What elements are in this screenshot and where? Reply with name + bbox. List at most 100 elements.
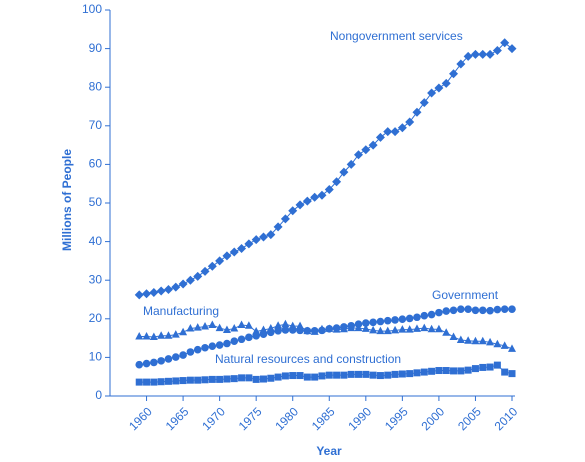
marker bbox=[135, 360, 144, 369]
marker bbox=[442, 328, 451, 336]
marker bbox=[391, 325, 400, 334]
marker bbox=[310, 192, 320, 202]
marker bbox=[442, 367, 450, 375]
x-tick-label: 1990 bbox=[345, 404, 374, 433]
marker bbox=[310, 326, 319, 335]
marker bbox=[486, 363, 494, 371]
marker bbox=[215, 256, 225, 266]
marker bbox=[405, 117, 415, 127]
marker bbox=[471, 365, 479, 373]
marker bbox=[493, 339, 502, 348]
marker bbox=[398, 325, 407, 333]
marker bbox=[383, 127, 393, 137]
x-tick-label: 1980 bbox=[272, 404, 301, 433]
y-tick-label: 60 bbox=[89, 157, 103, 171]
marker bbox=[355, 370, 363, 378]
marker bbox=[245, 374, 253, 382]
marker bbox=[237, 320, 246, 328]
marker bbox=[332, 177, 342, 187]
marker bbox=[150, 378, 158, 386]
marker bbox=[193, 271, 203, 281]
marker bbox=[244, 321, 253, 329]
series-line bbox=[139, 364, 513, 383]
marker bbox=[186, 376, 194, 384]
marker bbox=[318, 372, 326, 380]
marker bbox=[318, 326, 326, 335]
marker bbox=[361, 145, 371, 155]
marker bbox=[258, 232, 268, 242]
marker bbox=[252, 375, 260, 383]
marker bbox=[427, 324, 436, 333]
marker bbox=[390, 127, 400, 137]
marker bbox=[295, 200, 305, 210]
y-tick-label: 100 bbox=[82, 2, 102, 16]
marker bbox=[376, 317, 385, 326]
marker bbox=[222, 325, 231, 333]
marker bbox=[201, 376, 209, 384]
marker bbox=[259, 330, 268, 339]
marker bbox=[281, 372, 289, 380]
marker bbox=[397, 123, 407, 133]
marker bbox=[500, 38, 510, 48]
marker bbox=[478, 49, 488, 59]
marker bbox=[267, 328, 275, 337]
marker bbox=[435, 367, 443, 375]
marker bbox=[383, 316, 392, 325]
marker bbox=[142, 289, 152, 299]
marker bbox=[413, 369, 421, 377]
marker bbox=[412, 107, 422, 117]
marker bbox=[486, 337, 495, 346]
x-tick-label: 2000 bbox=[418, 404, 447, 433]
marker bbox=[398, 370, 406, 378]
marker bbox=[428, 367, 436, 375]
marker bbox=[324, 184, 334, 194]
marker bbox=[354, 150, 364, 160]
marker bbox=[361, 324, 370, 332]
marker bbox=[135, 332, 144, 340]
marker bbox=[354, 320, 363, 329]
marker bbox=[406, 370, 414, 378]
marker bbox=[208, 342, 217, 351]
marker bbox=[229, 247, 239, 257]
marker bbox=[471, 306, 480, 315]
marker bbox=[208, 320, 217, 328]
series-label: Nongovernment services bbox=[330, 29, 463, 43]
x-tick-label: 1970 bbox=[199, 404, 228, 433]
marker bbox=[441, 78, 451, 88]
marker bbox=[208, 375, 216, 383]
marker bbox=[149, 288, 159, 298]
marker bbox=[194, 376, 202, 384]
x-tick-label: 2010 bbox=[492, 404, 521, 433]
marker bbox=[449, 332, 458, 340]
marker bbox=[479, 363, 487, 371]
marker bbox=[134, 290, 144, 300]
marker bbox=[164, 331, 173, 339]
marker bbox=[223, 375, 231, 383]
marker bbox=[281, 319, 290, 328]
marker bbox=[478, 336, 487, 345]
series-line bbox=[139, 42, 513, 296]
marker bbox=[375, 132, 385, 142]
marker bbox=[223, 339, 231, 348]
marker bbox=[340, 323, 348, 331]
marker bbox=[508, 344, 516, 352]
marker bbox=[157, 357, 165, 365]
marker bbox=[274, 373, 282, 381]
marker bbox=[222, 251, 232, 261]
marker bbox=[470, 49, 480, 59]
marker bbox=[434, 324, 443, 333]
marker bbox=[435, 308, 443, 317]
marker bbox=[303, 373, 311, 381]
marker bbox=[164, 355, 173, 363]
marker bbox=[267, 374, 275, 382]
series-label: Natural resources and construction bbox=[215, 352, 401, 366]
marker bbox=[171, 353, 180, 361]
series-label: Government bbox=[432, 288, 499, 302]
marker bbox=[376, 372, 384, 380]
marker bbox=[376, 326, 385, 335]
marker bbox=[391, 316, 399, 324]
marker bbox=[157, 378, 165, 386]
marker bbox=[420, 311, 429, 320]
marker bbox=[464, 366, 472, 374]
